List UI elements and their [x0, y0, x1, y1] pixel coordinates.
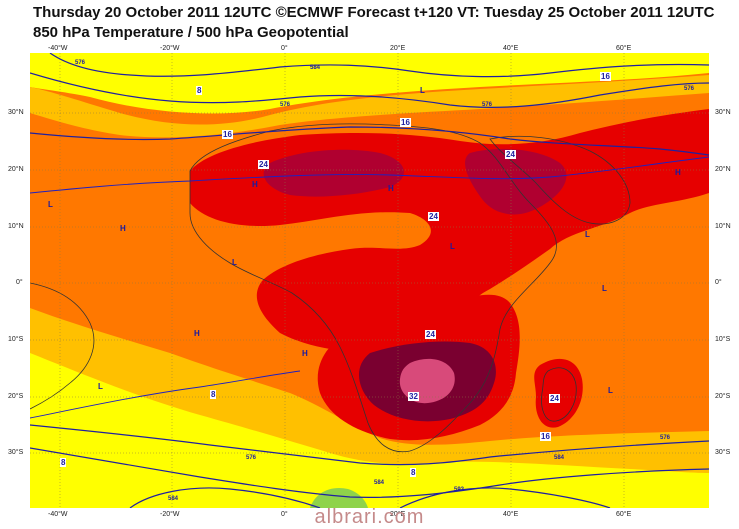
high-pressure-marker: H: [302, 349, 308, 358]
high-pressure-marker: H: [194, 329, 200, 338]
left-axis-label-10n: 10°N: [8, 223, 24, 230]
temp-label: 16: [400, 118, 411, 127]
temp-label: 24: [258, 160, 269, 169]
right-axis-label-30n: 30°N: [715, 109, 731, 116]
low-pressure-marker: L: [450, 242, 455, 251]
coastline-africa: [189, 123, 557, 453]
temp-label: 32: [408, 392, 419, 401]
temp-label: 8: [196, 86, 203, 95]
low-pressure-marker: L: [608, 386, 613, 395]
coastline-south-america: [30, 282, 95, 410]
low-pressure-marker: L: [232, 258, 237, 267]
temp-band-yellow-south: [30, 353, 709, 508]
right-axis-label-0: 0°: [715, 279, 722, 286]
bottom-axis-label-0: 0°: [281, 511, 288, 518]
bottom-axis-label-20e: 20°E: [390, 511, 406, 518]
bottom-axis-label-40w: -40°W: [48, 511, 68, 518]
right-axis-label-10n: 10°N: [715, 223, 731, 230]
left-axis-label-20n: 20°N: [8, 166, 24, 173]
left-axis-label-10s: 10°S: [8, 336, 24, 343]
geopotential-label: 576: [280, 102, 291, 108]
temp-label: 16: [540, 432, 551, 441]
left-axis-label-20s: 20°S: [8, 393, 24, 400]
temp-zone-darkred-sahara: [263, 149, 404, 197]
temperature-contours: [30, 156, 709, 419]
high-pressure-marker: H: [252, 180, 258, 189]
forecast-map: [30, 53, 709, 508]
coastline-madagascar: [541, 367, 577, 422]
right-axis-label-10s: 10°S: [715, 336, 731, 343]
left-axis-label-30n: 30°N: [8, 109, 24, 116]
geopotential-contours: [30, 53, 709, 508]
geopotential-label: 576: [75, 60, 86, 66]
bottom-axis-label-40e: 40°E: [503, 511, 519, 518]
temp-label: 24: [428, 212, 439, 221]
temp-band-yellow-north: [30, 53, 709, 114]
geopotential-label: 576: [482, 102, 493, 108]
low-pressure-marker: L: [98, 382, 103, 391]
low-pressure-marker: L: [420, 86, 425, 95]
temp-band-lightorange-north: [30, 75, 709, 138]
top-axis-label-40e: 40°E: [503, 45, 519, 52]
geopotential-label: 576: [684, 86, 695, 92]
temp-patch-green: [310, 487, 368, 508]
left-axis-label-30s: 30°S: [8, 449, 24, 456]
top-axis-label-20w: -20°W: [160, 45, 180, 52]
top-axis-label-40w: -40°W: [48, 45, 68, 52]
left-axis-label-0: 0°: [16, 279, 23, 286]
temp-label: 8: [410, 468, 417, 477]
top-axis-label-20e: 20°E: [390, 45, 406, 52]
temp-label: 24: [425, 330, 436, 339]
temp-label: 8: [210, 390, 217, 399]
chart-title-line-2: 850 hPa Temperature / 500 hPa Geopotenti…: [33, 24, 349, 41]
temp-label: 16: [222, 130, 233, 139]
temp-zone-darkred-arabia: [465, 148, 567, 215]
chart-title-line-1: Thursday 20 October 2011 12UTC ©ECMWF Fo…: [33, 4, 715, 21]
low-pressure-marker: L: [585, 230, 590, 239]
geopotential-label: 584: [374, 480, 385, 486]
geopotential-label: 576: [660, 435, 671, 441]
high-pressure-marker: H: [675, 168, 681, 177]
low-pressure-marker: L: [48, 200, 53, 209]
bottom-axis-label-60e: 60°E: [616, 511, 632, 518]
watermark: albrari.com: [314, 506, 425, 528]
geopotential-label: 584: [554, 455, 565, 461]
geopotential-label: 584: [310, 65, 321, 71]
top-axis-label-60e: 60°E: [616, 45, 632, 52]
right-axis-label-20s: 20°S: [715, 393, 731, 400]
temp-label: 24: [505, 150, 516, 159]
geopotential-label: 592: [454, 487, 465, 493]
temp-label: 24: [549, 394, 560, 403]
geopotential-label: 576: [246, 455, 257, 461]
high-pressure-marker: H: [388, 184, 394, 193]
temp-label: 16: [600, 72, 611, 81]
bottom-axis-label-20w: -20°W: [160, 511, 180, 518]
temp-label: 8: [60, 458, 67, 467]
graticule: [30, 53, 709, 508]
coastline-arabia: [489, 135, 631, 225]
geopotential-label: 584: [168, 496, 179, 502]
right-axis-label-20n: 20°N: [715, 166, 731, 173]
top-axis-label-0: 0°: [281, 45, 288, 52]
right-axis-label-30s: 30°S: [715, 449, 731, 456]
high-pressure-marker: H: [120, 224, 126, 233]
low-pressure-marker: L: [602, 284, 607, 293]
